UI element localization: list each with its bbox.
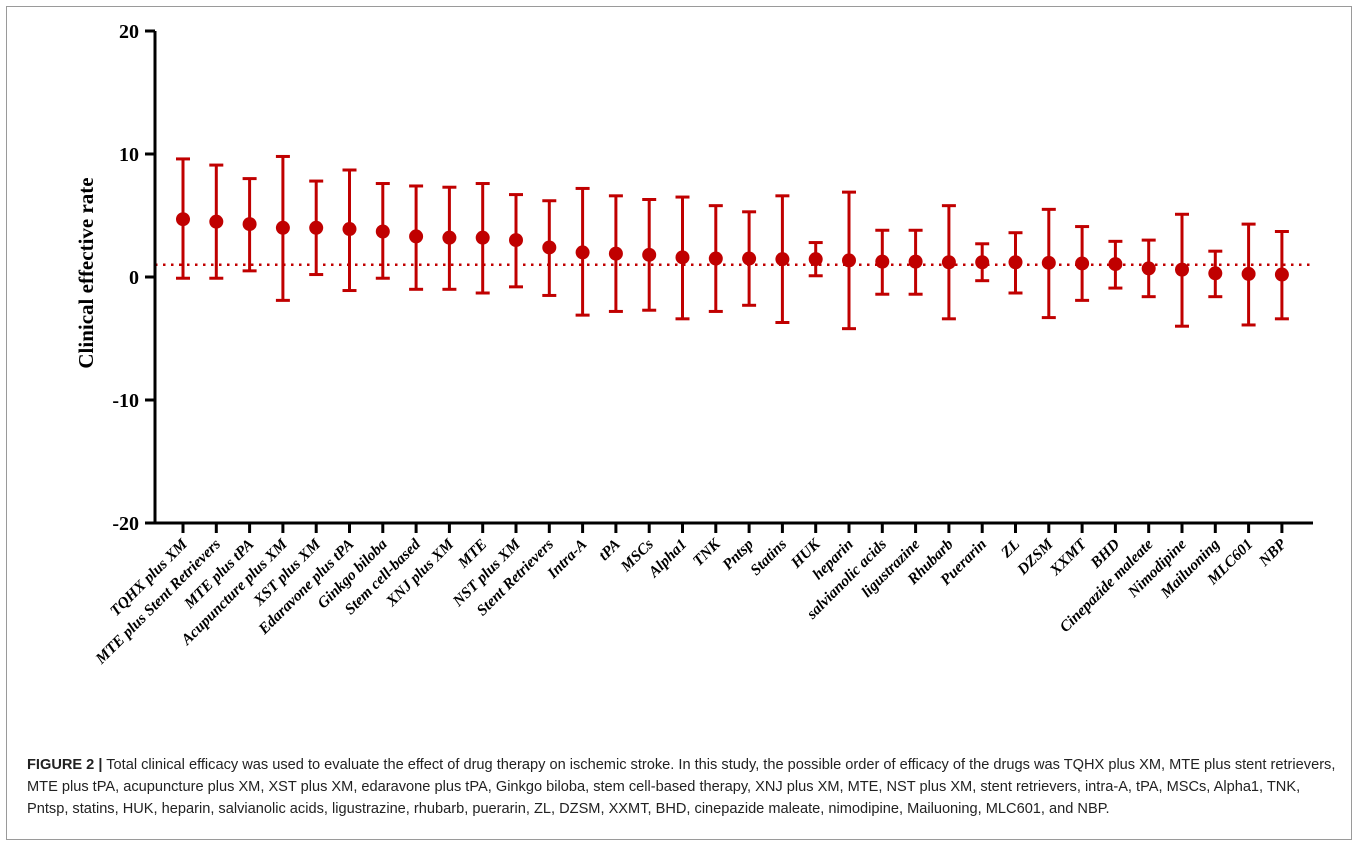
x-category-label: TNK <box>690 535 725 570</box>
data-point <box>342 222 357 237</box>
data-point <box>808 252 823 267</box>
figure-caption: FIGURE 2 | Total clinical efficacy was u… <box>27 754 1345 820</box>
data-point <box>1175 262 1189 277</box>
caption-label: FIGURE 2 | <box>27 757 103 773</box>
data-point <box>509 233 523 248</box>
data-point <box>1075 256 1090 271</box>
data-point <box>575 245 590 260</box>
data-point <box>475 230 490 245</box>
data-point <box>1274 267 1289 282</box>
y-axis-title: Clinical effective rate <box>74 177 98 368</box>
axes-group <box>153 31 1313 525</box>
data-point <box>1108 257 1123 272</box>
y-tick-label: 0 <box>129 267 139 289</box>
data-point <box>275 220 290 235</box>
y-ticks-group: -20 -10 0 10 20 <box>112 21 155 535</box>
data-point <box>642 247 657 262</box>
y-tick-label: -10 <box>112 390 139 412</box>
x-category-label: Statins <box>747 536 790 579</box>
error-bars-group <box>176 154 1289 331</box>
data-point <box>941 255 956 270</box>
data-point <box>542 240 557 255</box>
data-point <box>209 214 224 229</box>
data-point <box>775 252 790 267</box>
data-point <box>608 246 623 261</box>
data-point <box>309 220 324 235</box>
data-point <box>1241 266 1256 281</box>
data-point <box>842 253 856 268</box>
caption-text: Total clinical efficacy was used to eval… <box>27 757 1336 817</box>
data-point <box>675 250 690 265</box>
y-tick-label: 20 <box>119 21 139 43</box>
data-point <box>1208 266 1223 281</box>
data-point <box>1141 261 1156 276</box>
figure-frame: -20 -10 0 10 20 TQHX plus XM MTE plus Stent R… <box>6 6 1352 840</box>
data-point <box>975 255 990 270</box>
y-tick-label: 10 <box>119 144 139 166</box>
data-point <box>375 224 390 239</box>
x-category-label: XXMT <box>1046 535 1090 579</box>
data-point <box>1008 255 1023 270</box>
x-category-label: ZL <box>997 536 1023 562</box>
data-point <box>908 254 923 269</box>
data-point <box>1041 255 1056 270</box>
x-category-label: tPA <box>595 536 623 564</box>
data-point <box>875 254 890 269</box>
data-point <box>176 212 190 227</box>
data-point <box>742 251 757 266</box>
x-category-label: DZSM <box>1013 535 1057 579</box>
data-point <box>409 229 424 244</box>
data-point <box>708 251 723 266</box>
y-tick-label: -20 <box>112 513 139 535</box>
x-category-label: NBP <box>1255 535 1290 570</box>
data-point <box>242 217 257 232</box>
data-point <box>442 230 457 245</box>
